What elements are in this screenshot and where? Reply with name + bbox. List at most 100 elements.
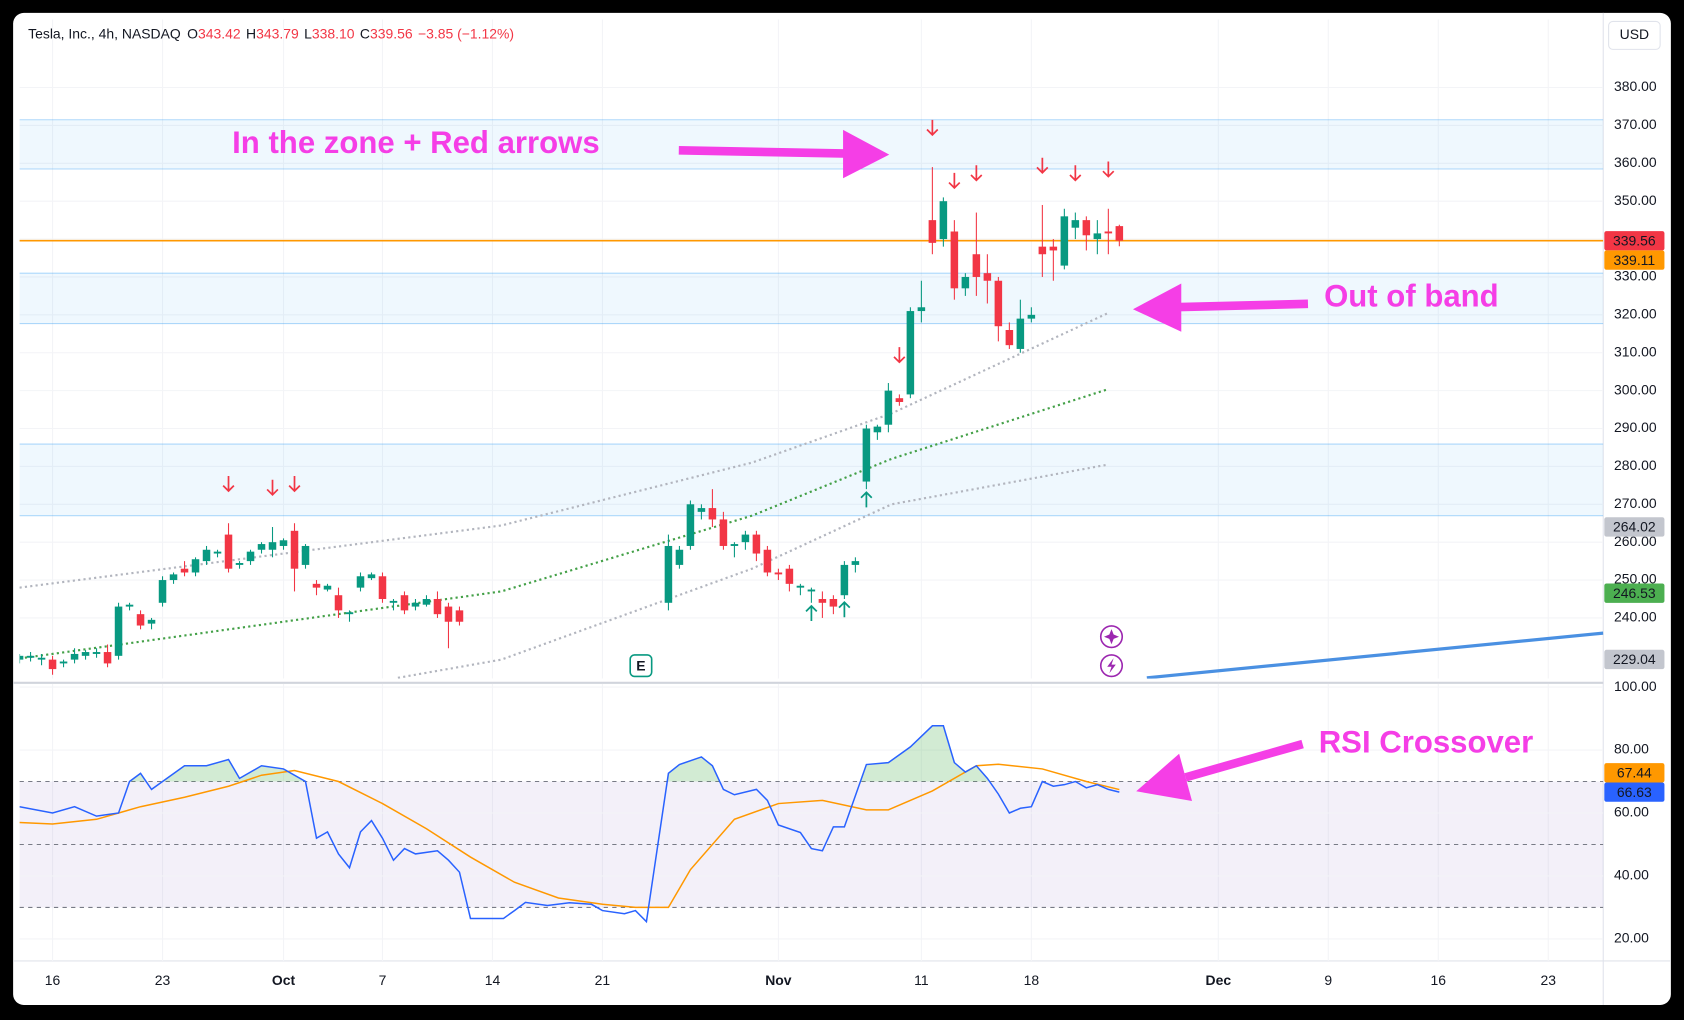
- annotation: RSI Crossover: [1319, 724, 1534, 759]
- rsi-tick-label: 100.00: [1614, 678, 1657, 694]
- price-tag: [1604, 782, 1665, 802]
- sell-arrow: [948, 172, 961, 190]
- candle-body: [1027, 314, 1036, 319]
- price-tag-label: 67.44: [1617, 765, 1652, 781]
- x-tick-label: 18: [1024, 972, 1040, 988]
- price-tag: [1604, 763, 1665, 783]
- candle-body: [59, 661, 68, 664]
- candle-body: [202, 549, 211, 562]
- candle-body: [851, 561, 860, 565]
- sell-arrow: [926, 119, 939, 137]
- change: −3.85 (−1.12%): [418, 25, 514, 41]
- currency[interactable]: USD: [1620, 26, 1649, 42]
- x-tick-label: 23: [155, 972, 171, 988]
- y-tick-label: 360.00: [1614, 154, 1657, 170]
- candle-body: [719, 519, 728, 546]
- ohlc-value: 343.42: [198, 25, 241, 41]
- candle-body: [928, 220, 937, 243]
- zone: [19, 273, 1604, 324]
- ohlc-value: 338.10: [312, 25, 355, 41]
- candle-body: [213, 551, 222, 554]
- annotation: In the zone + Red arrows: [232, 125, 600, 160]
- candle-body: [1104, 231, 1113, 234]
- ohlc-label: H: [246, 25, 256, 41]
- candle-body: [730, 544, 739, 546]
- y-tick-label: 250.00: [1614, 571, 1657, 587]
- sell-arrow: [1069, 165, 1082, 182]
- overlay-line: [397, 463, 1109, 679]
- candle-body: [257, 544, 266, 550]
- ohlc-label: L: [304, 25, 312, 41]
- candle-body: [807, 589, 816, 592]
- x-tick-label: 9: [1324, 972, 1332, 988]
- x-tick-label: 14: [485, 972, 501, 988]
- event-icon-glyph: [1103, 629, 1120, 645]
- candle-body: [994, 280, 1003, 327]
- price-tag: [1604, 517, 1665, 537]
- candle-body: [1049, 246, 1058, 251]
- ohlc-value: 343.79: [256, 25, 299, 41]
- zone: [19, 444, 1604, 516]
- x-tick-label: 11: [914, 972, 929, 988]
- candle-body: [873, 426, 882, 433]
- rsi-line: [19, 725, 1120, 924]
- candle-body: [1005, 330, 1014, 346]
- candle-body: [279, 540, 288, 546]
- candle-body: [950, 231, 959, 289]
- candle-body: [939, 201, 948, 240]
- candle-body: [741, 534, 750, 543]
- candle-body: [708, 508, 717, 520]
- rsi-tick-label: 40.00: [1614, 867, 1649, 883]
- candle-body: [862, 428, 871, 482]
- candle-body: [1093, 233, 1102, 240]
- candle-body: [334, 595, 343, 611]
- y-tick-label: 240.00: [1614, 609, 1657, 625]
- candle-body: [345, 612, 354, 615]
- rsi-pane: [19, 683, 1604, 961]
- sell-arrow: [1102, 161, 1115, 178]
- candle-body: [224, 534, 233, 569]
- candle-body: [1060, 216, 1069, 266]
- sell-arrow: [288, 475, 301, 493]
- candle-body: [356, 576, 365, 588]
- x-tick-label: 23: [1540, 972, 1556, 988]
- y-tick-label: 330.00: [1614, 268, 1657, 284]
- candle-body: [378, 576, 387, 600]
- candle-body: [246, 551, 255, 562]
- candle-body: [433, 599, 442, 615]
- buy-arrow: [805, 604, 818, 622]
- candle-body: [444, 606, 453, 622]
- currency-box[interactable]: [1608, 20, 1661, 50]
- candle-body: [169, 574, 178, 581]
- header: Tesla, Inc., 4h, NASDAQ O343.42 H343.79 L33…: [28, 25, 514, 41]
- y-tick-label: 320.00: [1614, 306, 1657, 322]
- sell-arrow: [222, 475, 235, 493]
- candle-body: [81, 652, 90, 656]
- overlay-line: [19, 388, 1109, 660]
- candle-body: [26, 655, 35, 658]
- candle-body: [136, 614, 145, 626]
- symbol: Tesla, Inc., 4h, NASDAQ: [28, 25, 181, 41]
- candle-body: [972, 254, 981, 277]
- annotation-arrowhead: [1132, 283, 1182, 332]
- annotation-arrowhead: [1136, 753, 1193, 801]
- overlay-line: [1146, 631, 1604, 679]
- candle-body: [70, 653, 79, 660]
- y-tick-label: 370.00: [1614, 116, 1657, 132]
- rsi-tick-label: 80.00: [1614, 741, 1649, 757]
- candle-body: [1038, 246, 1047, 255]
- candle-body: [884, 390, 893, 425]
- rsi-tick-label: 60.00: [1614, 804, 1649, 820]
- earnings-badge: [629, 654, 653, 678]
- y-tick-label: 270.00: [1614, 495, 1657, 511]
- candle-body: [906, 311, 915, 395]
- y-tick-label: 350.00: [1614, 192, 1657, 208]
- y-tick-label: 300.00: [1614, 381, 1657, 397]
- overlay-line: [19, 311, 1109, 589]
- candle-body: [774, 572, 783, 575]
- candle-body: [1071, 220, 1080, 228]
- price-tag: [1604, 583, 1665, 603]
- price-tag-label: 229.04: [1613, 651, 1656, 667]
- candle-body: [697, 508, 706, 512]
- candle-body: [48, 659, 57, 670]
